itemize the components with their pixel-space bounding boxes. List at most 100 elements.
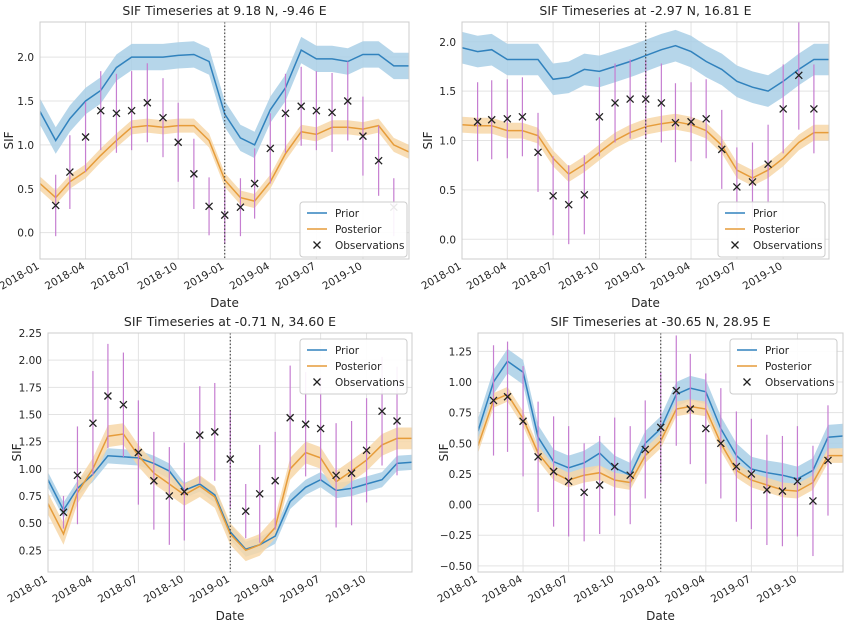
observation-point	[503, 392, 512, 401]
plot-area	[48, 343, 412, 562]
x-tick-label: 2019-04	[233, 573, 277, 605]
chart-title: SIF Timeseries at -0.71 N, 34.60 E	[124, 314, 336, 329]
y-tick-label: 1.00	[19, 464, 42, 476]
y-tick-label: 0.5	[439, 185, 456, 197]
legend-swatch-observations	[743, 378, 751, 386]
observation-point	[250, 179, 259, 188]
y-tick-label: 1.25	[449, 346, 472, 358]
observation-point	[358, 132, 367, 141]
observation-point	[762, 485, 771, 494]
y-tick-label: 0.00	[449, 500, 472, 512]
x-tick-label: 2019-01	[188, 573, 232, 605]
observation-point	[564, 200, 573, 209]
observation-point	[266, 144, 275, 153]
x-tick-label: 2018-04	[465, 260, 509, 292]
x-axis-label: Date	[646, 609, 675, 623]
observation-point	[717, 145, 726, 154]
y-tick-label: 0.50	[449, 438, 472, 450]
observation-point	[489, 396, 498, 405]
y-tick-label: −0.50	[440, 561, 472, 573]
observation-point	[127, 106, 136, 115]
y-tick-label: 1.00	[449, 377, 472, 389]
legend-label: Posterior	[335, 224, 382, 236]
x-tick-label: 2018-04	[50, 573, 94, 605]
series-line-prior	[462, 44, 829, 92]
axes-frame	[47, 332, 413, 573]
observation-point	[96, 106, 105, 115]
legend-box	[717, 201, 826, 258]
observation-point	[824, 456, 832, 465]
y-tick-label: 0.0	[439, 234, 456, 246]
observation-point	[487, 115, 496, 124]
subplot-bottom-left: SIF Timeseries at -0.71 N, 34.60 E 0.25 0.…	[6, 314, 413, 623]
x-tick-label: 2019-04	[228, 260, 272, 292]
x-tick-label: 2018-10	[572, 573, 616, 605]
legend-label: Prior	[335, 345, 360, 357]
observation-point	[672, 386, 681, 395]
observation-point	[549, 191, 558, 200]
y-tick-label: 0.25	[19, 545, 42, 557]
legend: Prior Posterior Observations	[299, 338, 408, 395]
observation-point	[793, 477, 802, 486]
x-tick-label: 2019-10	[324, 573, 368, 605]
x-tick-label: 2018-01	[420, 260, 464, 292]
x-tick-label: 2018-07	[526, 573, 570, 605]
legend-swatch-observations	[313, 241, 321, 249]
observation-point	[671, 118, 680, 127]
x-tick-label: 2019-04	[663, 573, 707, 605]
y-tick-label: 1.5	[439, 86, 456, 98]
y-tick-label: 1.50	[19, 409, 42, 421]
observation-point	[534, 452, 543, 461]
observation-point	[143, 98, 152, 107]
observation-point	[580, 488, 589, 497]
observation-point	[241, 507, 250, 516]
plot-area	[40, 36, 409, 245]
observation-point	[779, 104, 788, 113]
observation-point	[764, 160, 773, 169]
observation-point	[732, 182, 741, 191]
x-axis-label: Date	[216, 609, 245, 623]
observation-point	[347, 469, 356, 478]
x-axis-label: Date	[210, 296, 239, 310]
legend: Prior Posterior Observations	[299, 201, 408, 258]
x-tick-label: 2019-10	[320, 260, 364, 292]
x-tick-label: 2018-07	[511, 260, 555, 292]
observation-point	[281, 109, 290, 118]
x-tick-label: 2019-01	[618, 573, 662, 605]
series-band-prior	[40, 36, 409, 159]
subplot-top-right: SIF Timeseries at -2.97 N, 16.81 E 0.0 0.5…	[420, 3, 830, 310]
legend-label: Observations	[765, 377, 834, 389]
legend-label: Prior	[335, 208, 360, 220]
observation-point	[362, 446, 371, 455]
observation-point	[88, 419, 97, 428]
legend-swatch-observations	[313, 378, 321, 386]
x-tick-label: 2018-01	[6, 573, 50, 605]
observation-point	[656, 423, 665, 432]
observation-point	[51, 201, 60, 210]
observation-point	[343, 97, 352, 105]
x-tick-label: 2018-04	[43, 260, 87, 292]
observation-point	[748, 178, 757, 186]
observation-point	[65, 168, 74, 177]
y-tick-label: 2.0	[17, 52, 34, 64]
legend-swatch-observations	[731, 241, 739, 249]
legend-label: Posterior	[335, 361, 382, 373]
axes-frame	[477, 332, 844, 573]
y-tick-label: −0.25	[440, 530, 472, 542]
observation-point	[595, 112, 604, 121]
x-tick-label: 2018-07	[96, 573, 140, 605]
observation-point	[159, 113, 167, 122]
observation-point	[332, 471, 341, 480]
observation-point	[297, 102, 306, 111]
observation-point	[657, 99, 666, 107]
observation-point	[103, 392, 112, 400]
y-axis-label: SIF	[10, 443, 24, 461]
observation-point	[81, 133, 90, 141]
observation-point	[732, 462, 741, 471]
legend-label: Prior	[753, 208, 778, 220]
y-tick-label: 0.50	[19, 518, 42, 530]
y-tick-label: 2.25	[19, 328, 42, 340]
legend-box	[729, 338, 838, 395]
observation-point	[519, 417, 528, 426]
chart-title: SIF Timeseries at -30.65 N, 28.95 E	[550, 314, 770, 329]
